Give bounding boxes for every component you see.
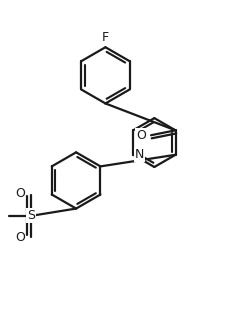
Text: F: F	[102, 31, 109, 44]
Text: S: S	[27, 209, 35, 222]
Text: O: O	[136, 129, 146, 142]
Text: O: O	[15, 232, 25, 244]
Text: O: O	[15, 188, 25, 200]
Text: N: N	[135, 148, 144, 161]
